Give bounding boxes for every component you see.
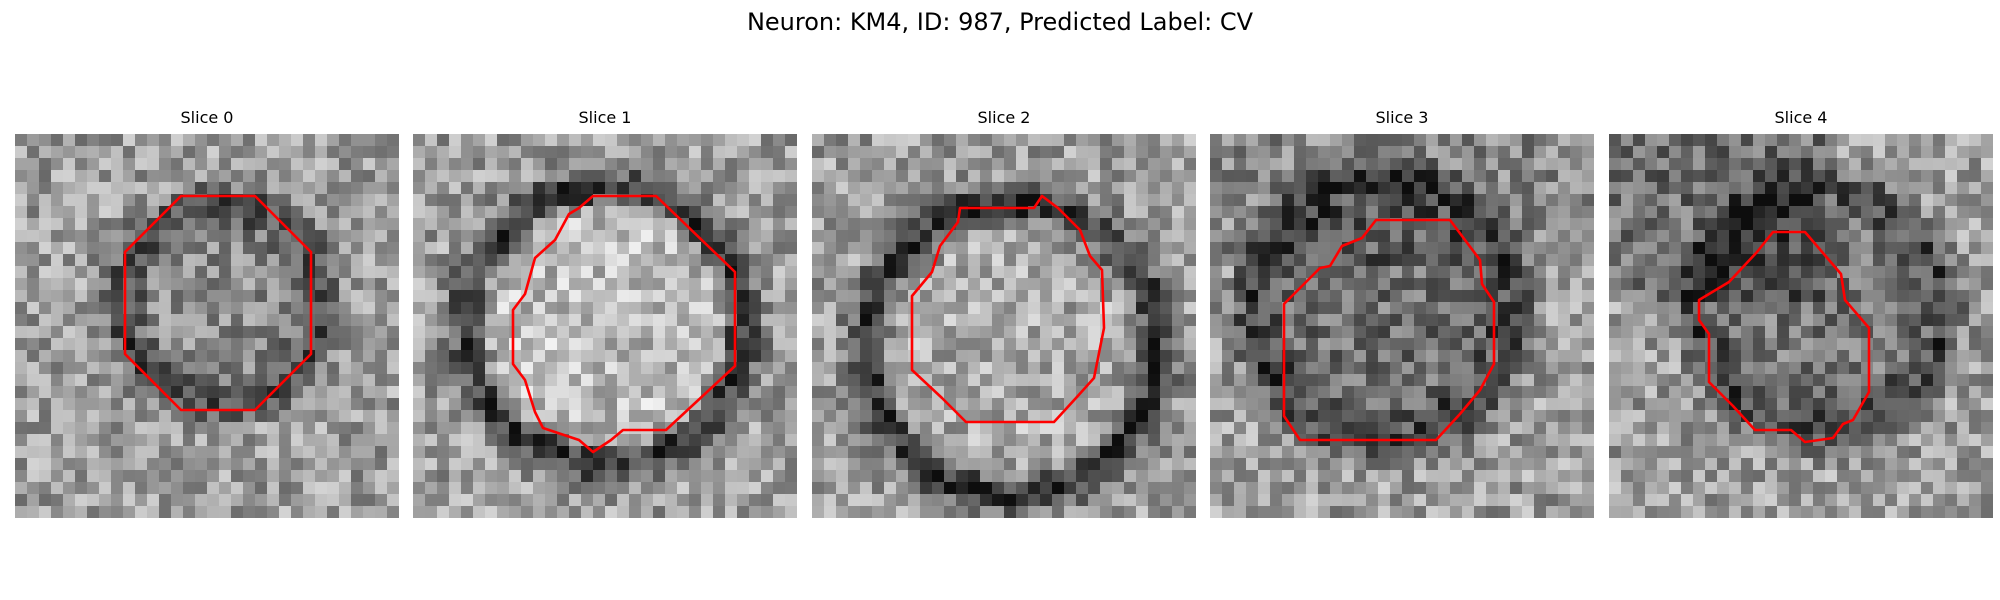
slice-image-4 <box>1609 134 1993 518</box>
slice-title: Slice 1 <box>578 108 632 127</box>
slice-title: Slice 0 <box>180 108 234 127</box>
segmentation-contour <box>123 194 313 412</box>
em-image-tiles <box>413 134 797 518</box>
slice-image-3 <box>1210 134 1594 518</box>
slice-image-1 <box>413 134 797 518</box>
segmentation-contour <box>910 194 1106 424</box>
segmentation-contour <box>1697 230 1871 444</box>
figure-title: Neuron: KM4, ID: 987, Predicted Label: C… <box>746 8 1254 36</box>
em-image-tiles <box>1609 134 1993 518</box>
em-image-tiles <box>1210 134 1594 518</box>
segmentation-contour <box>1282 218 1496 442</box>
segmentation-contour <box>511 194 737 454</box>
em-image-tiles <box>812 134 1196 518</box>
em-image-tiles <box>15 134 399 518</box>
slice-title: Slice 4 <box>1774 108 1828 127</box>
slice-title: Slice 2 <box>977 108 1031 127</box>
slice-image-0 <box>15 134 399 518</box>
slice-title: Slice 3 <box>1375 108 1429 127</box>
slice-image-2 <box>812 134 1196 518</box>
